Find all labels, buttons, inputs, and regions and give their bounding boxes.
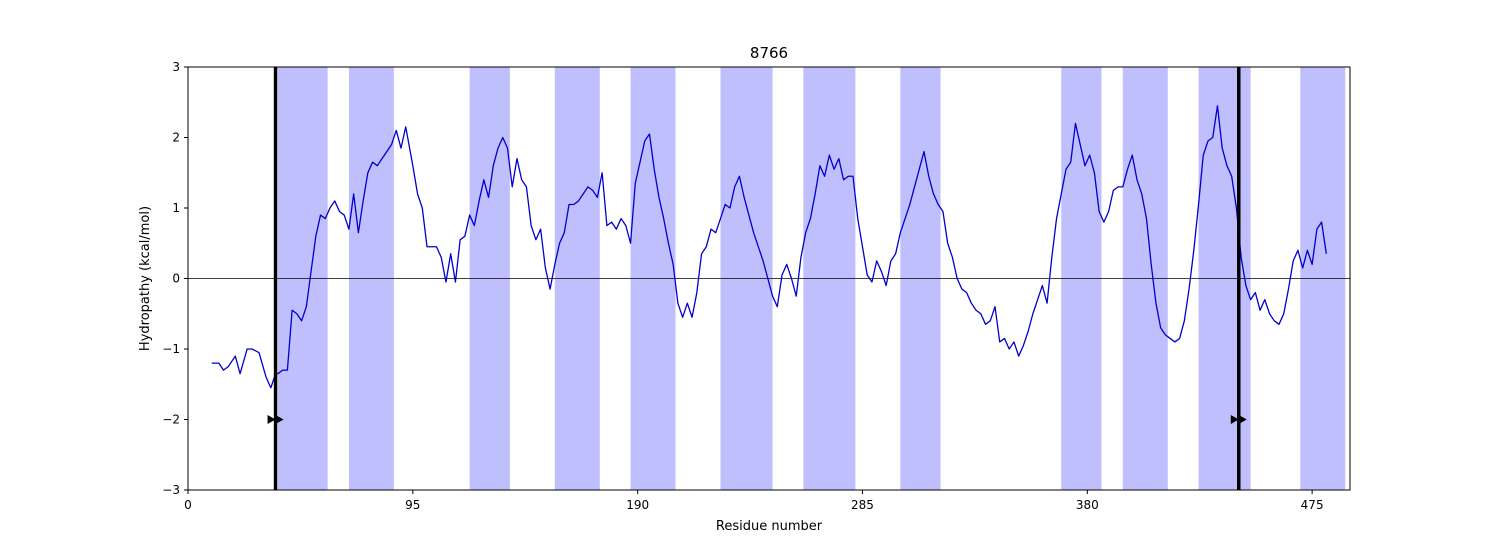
x-tick-label: 285 [851, 498, 874, 512]
y-tick-label: 0 [172, 272, 180, 286]
hydropathy-series-line [211, 105, 1327, 389]
x-tick-label: 190 [626, 498, 649, 512]
series-layer [211, 105, 1327, 389]
y-tick-label: 3 [172, 60, 180, 74]
markers-layer [267, 67, 1247, 490]
x-tick-label: 0 [184, 498, 192, 512]
arrow-marker [267, 415, 276, 424]
x-tick-label: 475 [1301, 498, 1324, 512]
x-axis-label: Residue number [716, 519, 823, 534]
y-tick-label: 1 [172, 201, 180, 215]
x-tick-label: 95 [405, 498, 420, 512]
arrow-marker [1238, 415, 1247, 424]
arrow-marker [275, 415, 284, 424]
x-axis-ticks: 0 95 190 285 380 475 [184, 490, 1324, 512]
y-tick-label: −1 [162, 342, 180, 356]
x-tick-label: 380 [1076, 498, 1099, 512]
y-tick-label: −2 [162, 413, 180, 427]
y-tick-label: 2 [172, 131, 180, 145]
arrow-marker [1230, 415, 1239, 424]
y-axis-ticks: −3 −2 −1 0 1 2 3 [162, 60, 188, 497]
y-axis-label: Hydropathy (kcal/mol) [138, 206, 153, 351]
y-tick-label: −3 [162, 483, 180, 497]
chart-title: 8766 [750, 44, 788, 62]
